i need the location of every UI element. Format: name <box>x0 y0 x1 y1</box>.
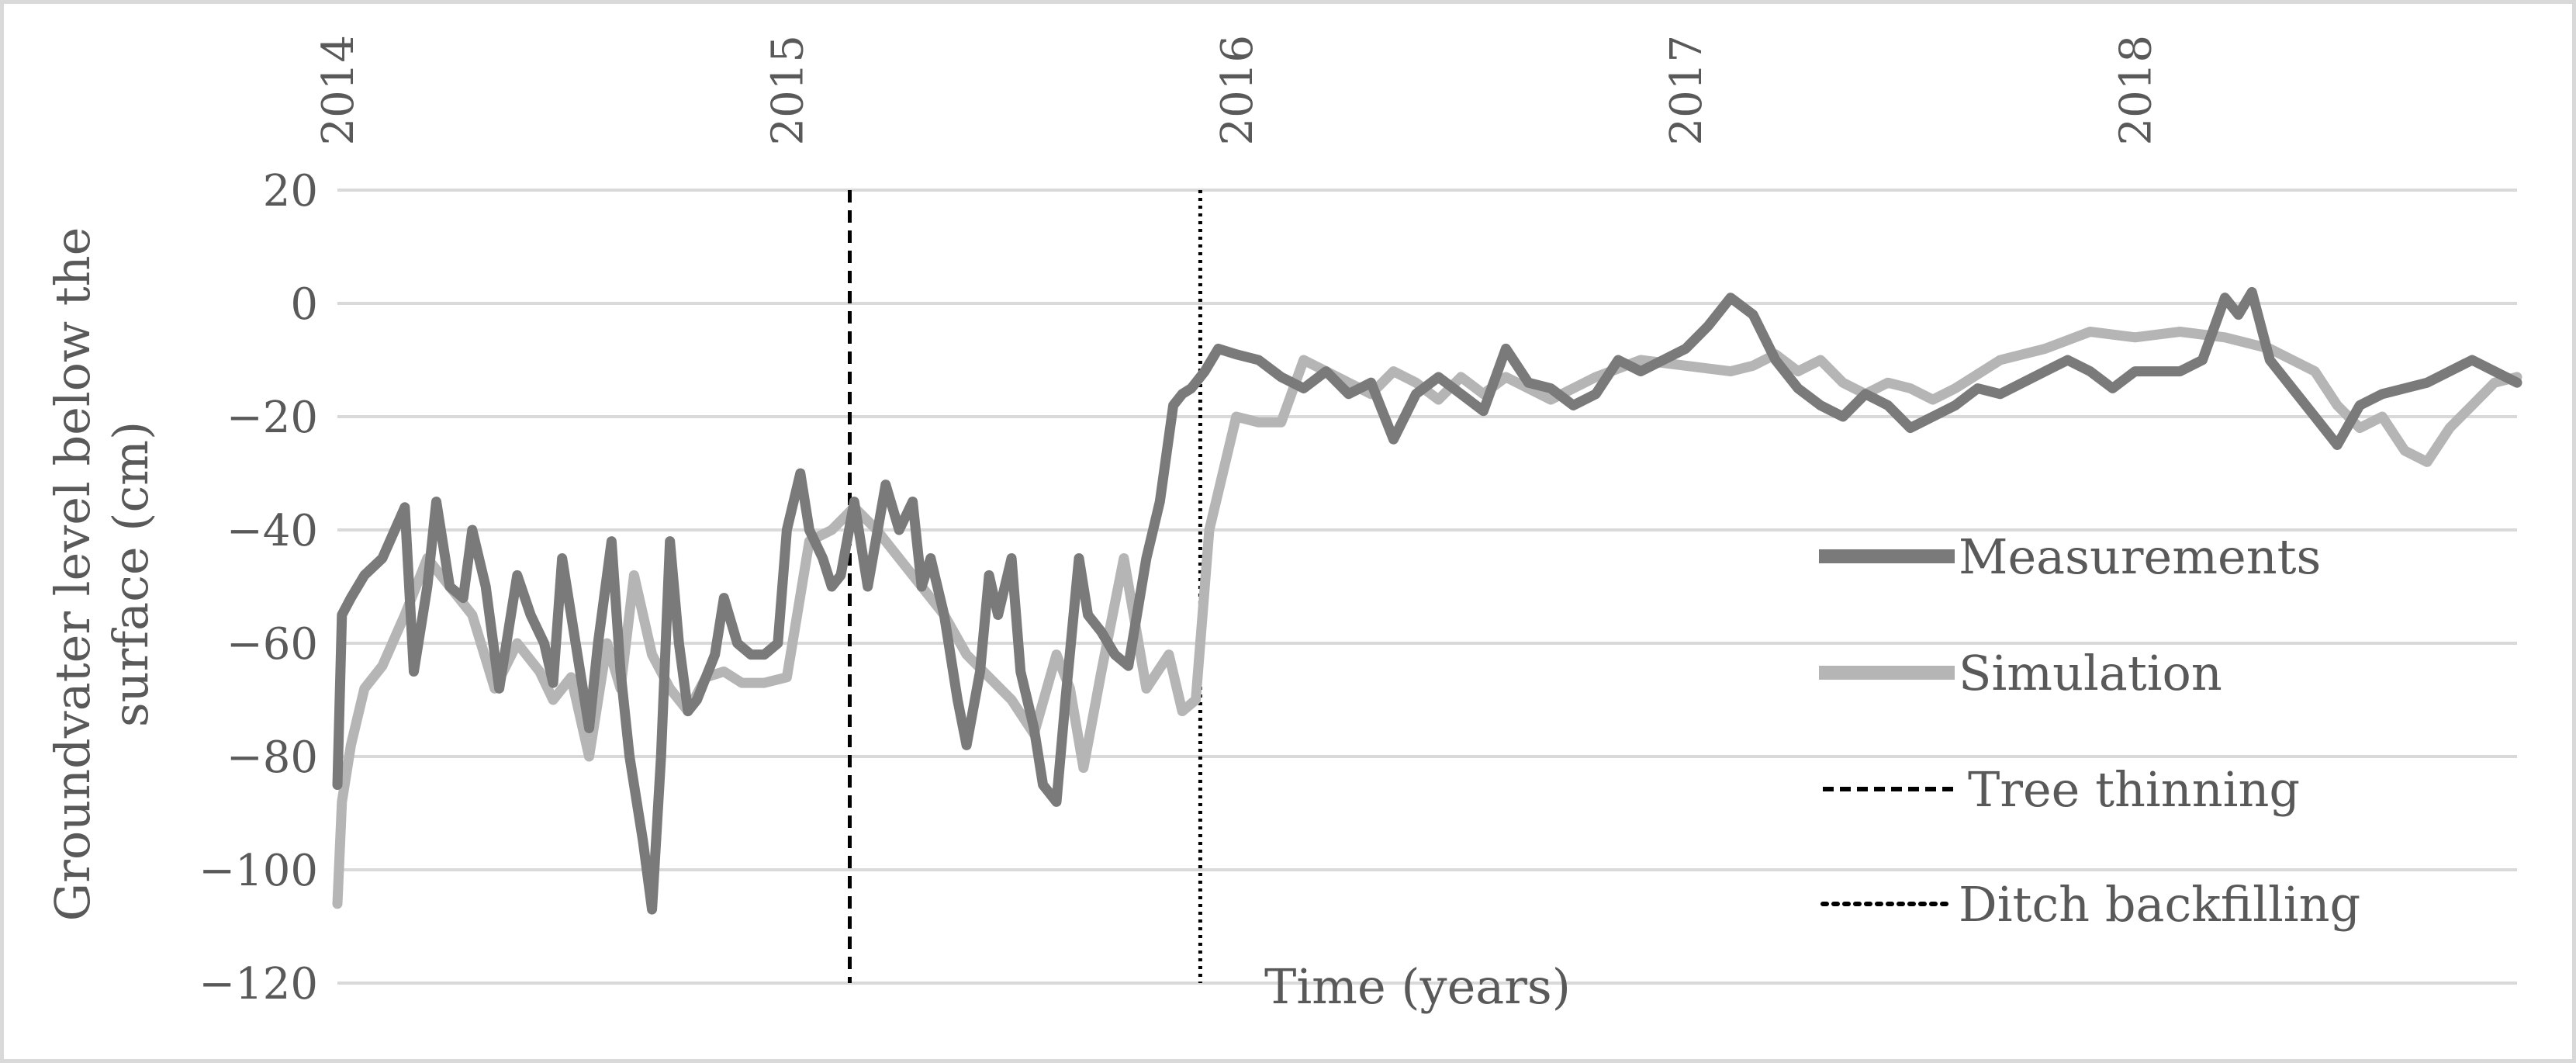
y-axis-title-line-2: surface (cm) <box>102 421 159 727</box>
legend-label: Simulation <box>1959 645 2222 701</box>
y-tick-label: −40 <box>226 506 318 556</box>
y-tick-label: −100 <box>199 846 318 896</box>
y-tick-label: −20 <box>226 393 318 443</box>
data-series <box>332 286 2522 915</box>
groundwater-line-chart: 20 0 −20 −40 −60 −80 −100 −120 2014 2015 2016 2017… <box>44 35 2522 1015</box>
y-tick-labels: 20 0 −20 −40 −60 −80 −100 −120 <box>199 166 318 1009</box>
y-tick-label: 20 <box>263 166 318 216</box>
series-line-measurements <box>332 286 2522 915</box>
event-lines <box>847 190 1202 983</box>
y-tick-label: −80 <box>226 732 318 783</box>
series-line-simulation <box>332 327 2522 909</box>
y-axis-title-line-1: Groundvater level below the <box>44 227 101 922</box>
legend: Measurements Simulation Tree thinning Ditch… <box>1819 528 2360 933</box>
x-tick-label: 2018 <box>2111 35 2162 146</box>
x-axis-title: Time (years) <box>1264 958 1571 1015</box>
y-tick-label: −120 <box>199 959 318 1009</box>
x-tick-label: 2016 <box>1212 35 1263 146</box>
legend-label: Ditch backfilling <box>1959 876 2360 933</box>
gridlines <box>337 189 2517 985</box>
x-tick-labels: 2014 2015 2016 2017 2018 <box>313 35 2162 146</box>
x-tick-label: 2015 <box>762 35 813 146</box>
y-tick-label: −60 <box>226 619 318 670</box>
y-tick-label: 0 <box>290 279 318 330</box>
legend-label: Measurements <box>1959 528 2321 585</box>
legend-label: Tree thinning <box>1968 761 2300 818</box>
x-tick-label: 2017 <box>1661 35 1712 146</box>
x-tick-label: 2014 <box>313 35 364 146</box>
